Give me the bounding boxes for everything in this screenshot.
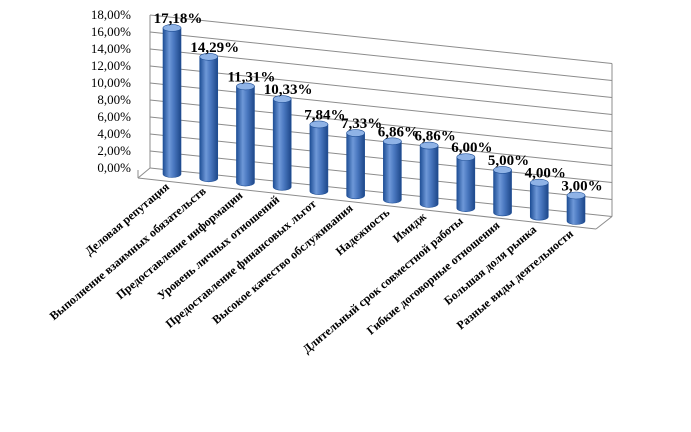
- data-labels: 17,18%14,29%11,31%10,33%7,84%7,33%6,86%6…: [154, 11, 603, 195]
- gridline: [149, 116, 613, 167]
- bar: [272, 95, 292, 191]
- chart-wall-edge: [137, 177, 597, 230]
- gridline: [149, 82, 613, 133]
- gridlines: [137, 14, 613, 230]
- bar: [383, 137, 402, 204]
- data-label: 10,33%: [264, 82, 313, 98]
- bar: [236, 82, 255, 187]
- bar: [529, 178, 549, 221]
- y-tick-label: 6,00%: [97, 109, 131, 124]
- gridline: [149, 14, 613, 65]
- category-label: Предоставление финансовых льгот: [163, 197, 319, 331]
- y-tick-label: 10,00%: [91, 75, 131, 90]
- bar: [309, 120, 329, 195]
- chart-wall-edge: [595, 216, 613, 230]
- y-tick-label: 16,00%: [91, 24, 131, 39]
- bar: [199, 53, 219, 183]
- bar: [456, 153, 476, 212]
- y-tick-label: 2,00%: [97, 143, 131, 158]
- y-tick-label: 12,00%: [91, 58, 131, 73]
- data-label: 14,29%: [190, 40, 239, 56]
- gridline: [149, 65, 613, 116]
- data-label: 7,33%: [341, 116, 382, 132]
- bar: [346, 129, 365, 200]
- data-label: 5,00%: [488, 153, 529, 169]
- y-tick-label: 0,00%: [97, 160, 131, 175]
- category-label: Имидж: [390, 209, 429, 245]
- data-label: 11,31%: [227, 69, 275, 85]
- y-tick-label: 8,00%: [97, 92, 131, 107]
- data-label: 6,86%: [414, 129, 455, 145]
- bar: [419, 141, 439, 208]
- bar: [493, 166, 512, 217]
- y-tick-label: 14,00%: [91, 41, 131, 56]
- data-label: 17,18%: [154, 11, 203, 27]
- data-label: 3,00%: [561, 179, 602, 195]
- gridline: [149, 48, 613, 99]
- chart-wall-edge: [137, 167, 151, 179]
- gridline: [149, 31, 613, 82]
- gridline: [149, 133, 613, 184]
- bar: [566, 191, 586, 225]
- data-label: 6,86%: [378, 124, 419, 140]
- bar: [162, 24, 182, 178]
- y-tick-label: 4,00%: [97, 126, 131, 141]
- data-label: 4,00%: [525, 166, 566, 182]
- data-label: 6,00%: [451, 140, 492, 156]
- gridline: [149, 99, 613, 150]
- y-axis-ticks: 0,00% 2,00% 4,00% 6,00% 8,00% 10,00% 12,00% 14,…: [91, 7, 131, 175]
- bars: [162, 24, 586, 225]
- data-label: 7,84%: [304, 107, 345, 123]
- y-tick-label: 18,00%: [91, 7, 131, 22]
